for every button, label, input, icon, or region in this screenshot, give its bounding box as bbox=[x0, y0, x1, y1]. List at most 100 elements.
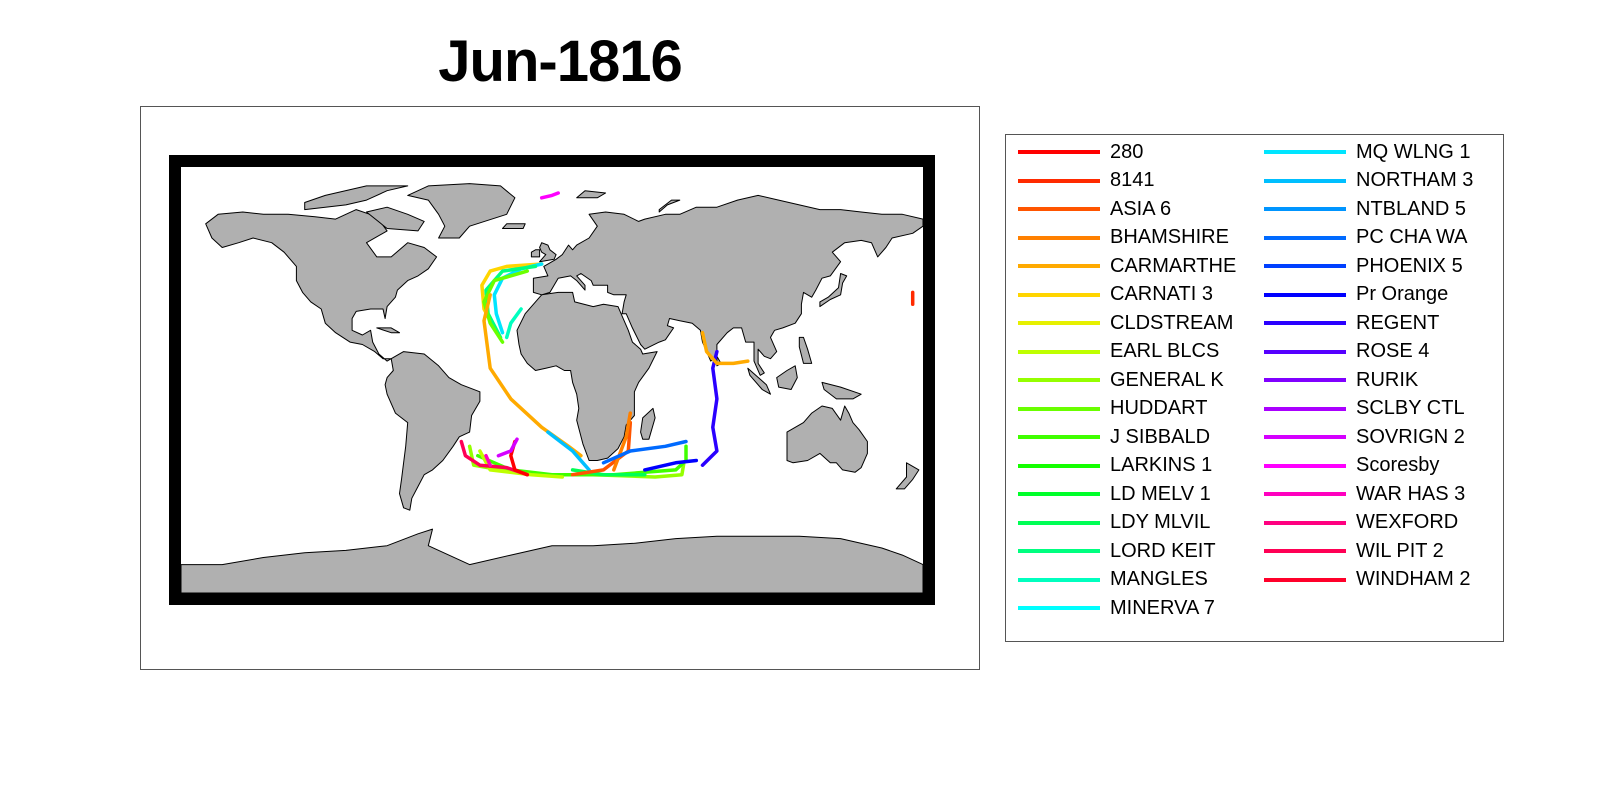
legend-entry: RURIK bbox=[1264, 368, 1419, 391]
legend-label: 280 bbox=[1110, 140, 1144, 163]
legend-swatch bbox=[1264, 264, 1346, 268]
legend-label: HUDDART bbox=[1110, 397, 1208, 419]
ship-track-pr-orange bbox=[643, 458, 699, 472]
map-border bbox=[169, 155, 935, 605]
legend-swatch bbox=[1264, 207, 1346, 211]
map-axes bbox=[140, 106, 980, 670]
legend-label: LDY MLVIL bbox=[1110, 511, 1211, 533]
legend-swatch bbox=[1264, 520, 1346, 525]
landmass-new-zealand bbox=[895, 462, 920, 490]
legend-label: CLDSTREAM bbox=[1110, 311, 1234, 334]
landmass-arctic-isles bbox=[304, 185, 409, 211]
legend-label: CARMARTHE bbox=[1110, 254, 1237, 277]
legend-swatch bbox=[1018, 378, 1100, 382]
legend-swatch bbox=[1264, 577, 1346, 582]
legend-label: MINERVA 7 bbox=[1110, 596, 1215, 619]
legend-entry: ASIA 6 bbox=[1018, 197, 1172, 220]
legend-label: Pr Orange bbox=[1356, 283, 1449, 305]
legend-swatch bbox=[1264, 150, 1346, 154]
ship-track-pc-cha-wa bbox=[601, 439, 688, 465]
legend-entry: MQ WLNG 1 bbox=[1264, 140, 1471, 163]
landmass-sumatra bbox=[747, 367, 771, 395]
legend-entry: NORTHAM 3 bbox=[1264, 169, 1473, 191]
legend-swatch bbox=[1018, 235, 1100, 240]
legend-label: PC CHA WA bbox=[1356, 226, 1468, 248]
legend-swatch bbox=[1018, 606, 1100, 610]
landmass-australia bbox=[786, 405, 868, 473]
legend-label: PHOENIX 5 bbox=[1356, 254, 1463, 277]
legend-entry: MINERVA 7 bbox=[1018, 596, 1215, 619]
legend-entry: ROSE 4 bbox=[1264, 340, 1430, 362]
legend-label: RURIK bbox=[1356, 368, 1419, 391]
ship-track-regent bbox=[700, 349, 719, 467]
landmass-baffin bbox=[366, 206, 425, 232]
legend-entry: MANGLES bbox=[1018, 568, 1208, 590]
legend-entry: NTBLAND 5 bbox=[1264, 198, 1466, 220]
legend-entry: CARMARTHE bbox=[1018, 254, 1237, 277]
legend-entry: PC CHA WA bbox=[1264, 226, 1468, 248]
legend-entry: WIL PIT 2 bbox=[1264, 540, 1444, 562]
legend-label: SOVRIGN 2 bbox=[1356, 425, 1465, 448]
ship-track-scoresby bbox=[539, 191, 560, 200]
legend-swatch bbox=[1018, 406, 1100, 411]
legend-label: REGENT bbox=[1356, 311, 1440, 334]
legend-entry: WINDHAM 2 bbox=[1264, 568, 1470, 590]
legend-swatch bbox=[1018, 349, 1100, 354]
legend-label: EARL BLCS bbox=[1110, 340, 1220, 362]
legend-entry: LARKINS 1 bbox=[1018, 454, 1213, 476]
landmass-britain bbox=[539, 242, 557, 263]
landmass-cuba bbox=[376, 327, 400, 334]
legend-swatch bbox=[1264, 235, 1346, 240]
legend-entry: WEXFORD bbox=[1264, 511, 1458, 533]
legend-swatch bbox=[1264, 292, 1346, 297]
legend-swatch bbox=[1264, 178, 1346, 183]
legend-swatch bbox=[1264, 435, 1346, 439]
legend-label: LORD KEIT bbox=[1110, 539, 1216, 562]
legend-entry: 8141 bbox=[1018, 169, 1155, 191]
legend-swatch bbox=[1264, 378, 1346, 382]
legend-swatch bbox=[1264, 406, 1346, 411]
legend-label: ASIA 6 bbox=[1110, 197, 1172, 220]
landmass-novaya-zemlya bbox=[658, 199, 681, 213]
landmass-greenland bbox=[407, 183, 516, 239]
legend-swatch bbox=[1018, 207, 1100, 211]
legend-swatch bbox=[1018, 435, 1100, 439]
land-layer bbox=[180, 183, 924, 594]
landmass-japan bbox=[819, 273, 848, 308]
legend-entry: PHOENIX 5 bbox=[1264, 254, 1463, 277]
ship-track-bhamshire bbox=[612, 411, 633, 472]
legend-label: LARKINS 1 bbox=[1110, 454, 1213, 476]
world-map bbox=[169, 155, 935, 605]
legend-label: J SIBBALD bbox=[1110, 425, 1211, 448]
legend-swatch bbox=[1018, 321, 1100, 325]
ship-track-sovrign-2 bbox=[496, 437, 519, 458]
landmass-new-guinea bbox=[821, 381, 862, 400]
legend-entry: REGENT bbox=[1264, 311, 1440, 334]
legend-entry: J SIBBALD bbox=[1018, 425, 1211, 448]
ship-track-lord-keit bbox=[484, 264, 538, 340]
landmass-borneo bbox=[776, 365, 798, 390]
legend-swatch bbox=[1018, 150, 1100, 154]
legend-entry: 280 bbox=[1018, 140, 1144, 163]
legend-swatch bbox=[1018, 264, 1100, 268]
legend-label: MQ WLNG 1 bbox=[1356, 140, 1471, 163]
legend-entry: LDY MLVIL bbox=[1018, 511, 1211, 533]
landmass-iceland bbox=[502, 223, 526, 229]
legend-entry: LD MELV 1 bbox=[1018, 482, 1211, 505]
legend-swatch bbox=[1018, 577, 1100, 582]
legend-entry: SOVRIGN 2 bbox=[1264, 425, 1465, 448]
legend-swatch bbox=[1018, 520, 1100, 525]
legend-entry: LORD KEIT bbox=[1018, 539, 1216, 562]
legend-entry: SCLBY CTL bbox=[1264, 397, 1465, 419]
legend-swatch bbox=[1018, 549, 1100, 553]
legend-label: LD MELV 1 bbox=[1110, 482, 1211, 505]
legend-swatch bbox=[1018, 292, 1100, 297]
ship-track-earl-blcs bbox=[478, 449, 565, 479]
landmass-south-america bbox=[384, 351, 481, 511]
landmass-eurasia bbox=[532, 194, 924, 376]
legend-label: ROSE 4 bbox=[1356, 340, 1430, 362]
legend-swatch bbox=[1018, 492, 1100, 496]
legend-label: GENERAL K bbox=[1110, 368, 1224, 391]
legend-label: 8141 bbox=[1110, 169, 1155, 191]
legend-label: BHAMSHIRE bbox=[1110, 226, 1229, 248]
